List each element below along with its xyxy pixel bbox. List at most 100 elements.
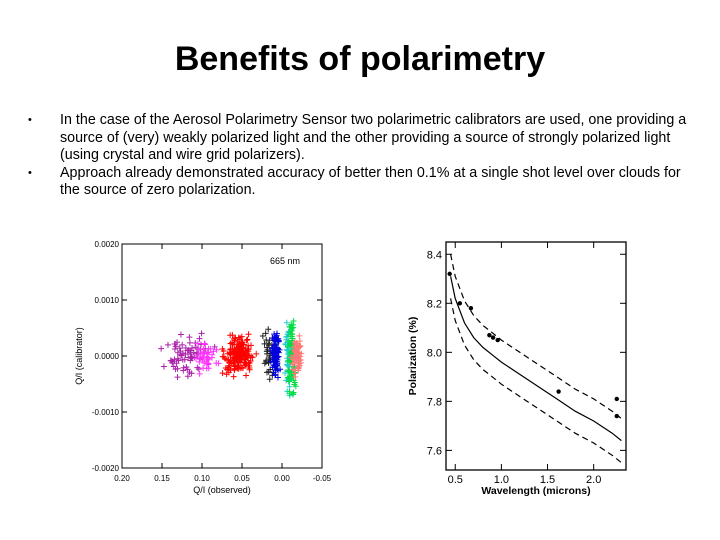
line-plot-frame [445, 241, 627, 471]
polarization-wavelength-chart: 0.5 1.0 1.5 2.0 8.4 8.2 8.0 7.8 7.6 Wavelength … [398, 232, 634, 500]
scatter-point-purple [182, 345, 189, 352]
measurement-point [468, 305, 474, 311]
scatter-y-ticks: 0.0020 0.0010 0.0000 -0.0010 -0.0020 [92, 240, 322, 473]
scatter-point-dark [262, 330, 269, 337]
scatter-point-purple [177, 331, 184, 338]
scatter-point-red [235, 334, 242, 341]
scatter-point-pink [292, 347, 299, 354]
scatter-point-dark [266, 342, 273, 349]
scatter-point-blue [272, 366, 279, 373]
scatter-points [158, 317, 305, 399]
y-tick-label: 7.6 [427, 445, 442, 457]
scatter-point-magenta [205, 360, 212, 367]
scatter-point-pink [292, 373, 299, 380]
scatter-point-purple [178, 352, 185, 359]
wavelength-annotation: 665 nm [270, 256, 300, 266]
measurement-point [490, 335, 496, 340]
scatter-point-purple [176, 345, 183, 352]
scatter-point-blue [271, 362, 278, 369]
scatter-point-red [244, 336, 251, 343]
scatter-point-red [234, 344, 241, 351]
bullet-text: Approach already demonstrated accuracy o… [60, 164, 681, 199]
scatter-point-purple [164, 341, 171, 348]
scatter-point-magenta [203, 365, 210, 372]
x-tick-label: 0.05 [234, 474, 250, 483]
scatter-point-red [219, 370, 226, 377]
scatter-point-green [289, 390, 296, 397]
scatter-point-purple [188, 353, 195, 360]
scatter-point-purple [196, 335, 203, 342]
scatter-point-magenta [194, 352, 201, 359]
scatter-point-red [225, 369, 232, 376]
scatter-point-purple [189, 344, 196, 351]
scatter-point-dark [263, 348, 270, 355]
scatter-point-red [238, 333, 245, 340]
scatter-point-magenta [202, 341, 209, 348]
y-tick-label: 8.0 [427, 347, 442, 359]
scatter-point-purple [171, 346, 178, 353]
scatter-point-blue [272, 345, 279, 352]
scatter-point-pink [296, 332, 303, 339]
scatter-point-dark [264, 346, 271, 353]
x-tick-label: 0.10 [194, 474, 210, 483]
scatter-point-red [235, 365, 242, 372]
scatter-point-blue [275, 349, 282, 356]
scatter-point-blue [270, 337, 277, 344]
measurement-point [495, 337, 500, 343]
scatter-point-green [286, 388, 293, 395]
scatter-point-dark [265, 326, 272, 333]
scatter-point-purple [192, 339, 199, 346]
scatter-point-magenta [201, 340, 208, 347]
scatter-point-purple [167, 357, 174, 364]
line-y-axis-label: Polarization (%) [407, 317, 419, 396]
line-y-ticks: 8.4 8.2 8.0 7.8 7.6 [427, 249, 626, 457]
x-tick-label: 0.15 [154, 474, 170, 483]
scatter-point-green [288, 337, 295, 344]
scatter-point-red [230, 373, 237, 380]
scatter-point-cyan [283, 334, 290, 341]
dashed-bound-line [450, 298, 622, 464]
scatter-point-purple [188, 354, 195, 361]
scatter-point-red [231, 355, 238, 362]
bullet-list: • In the case of the Aerosol Polarimetry… [28, 112, 688, 200]
calibration-scatter-chart: 0.20 0.15 0.10 0.05 0.00 -0.05 0.00200.00100.… [72, 232, 334, 500]
scatter-x-axis-label: Q/I (observed) [193, 485, 251, 495]
y-tick-label: 0.0020 [95, 240, 120, 249]
scatter-point-blue [267, 358, 274, 365]
y-tick-label: 8.2 [427, 298, 442, 310]
scatter-point-blue [273, 344, 280, 351]
scatter-point-purple [172, 340, 179, 347]
scatter-point-purple [184, 366, 191, 373]
line-x-ticks: 0.5 1.0 1.5 2.0 [448, 242, 601, 486]
line-series-group [447, 254, 622, 464]
x-tick-label: -0.05 [313, 474, 332, 483]
bullet-marker: • [28, 166, 32, 179]
scatter-point-red [253, 350, 260, 357]
scatter-point-pink [296, 349, 303, 356]
scatter-point-red [222, 365, 229, 372]
scatter-point-purple [194, 364, 201, 371]
y-tick-label: 7.8 [427, 396, 442, 408]
scatter-point-pink [296, 360, 303, 367]
scatter-point-purple [175, 357, 182, 364]
scatter-x-ticks: 0.20 0.15 0.10 0.05 0.00 -0.05 [114, 244, 332, 483]
scatter-point-cyan [283, 319, 290, 326]
scatter-point-red [243, 361, 250, 368]
scatter-point-red [237, 355, 244, 362]
measurement-point [457, 301, 463, 306]
scatter-point-purple [180, 367, 187, 374]
x-tick-label: 2.0 [586, 474, 601, 486]
y-tick-label: -0.0010 [92, 408, 120, 417]
measurement-point [614, 413, 619, 419]
y-tick-label: 0.0000 [95, 352, 120, 361]
scatter-point-purple [179, 356, 186, 363]
scatter-point-purple [158, 345, 165, 352]
scatter-point-red [240, 351, 247, 358]
scatter-point-magenta [205, 345, 212, 352]
scatter-point-red [237, 359, 244, 366]
scatter-point-pink [294, 342, 301, 349]
scatter-point-red [245, 331, 252, 338]
scatter-point-magenta [215, 360, 222, 367]
scatter-point-magenta [199, 356, 206, 363]
bullet-item: • Approach already demonstrated accuracy… [28, 165, 688, 200]
